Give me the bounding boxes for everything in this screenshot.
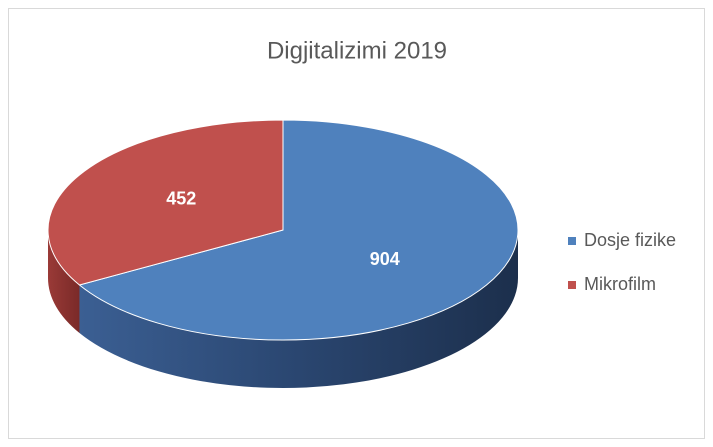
legend-swatch [568, 237, 576, 245]
pie-side [79, 230, 518, 388]
pie-slice [47, 119, 284, 286]
legend-label: Mikrofilm [584, 274, 656, 294]
data-label: 904 [370, 249, 400, 269]
legend-label: Dosje fizike [584, 230, 676, 250]
pie-slice [78, 119, 519, 341]
legend-swatch [568, 281, 576, 289]
pie-side [48, 230, 80, 333]
chart-title: Digjitalizimi 2019 [267, 37, 447, 64]
data-label: 452 [166, 189, 196, 209]
